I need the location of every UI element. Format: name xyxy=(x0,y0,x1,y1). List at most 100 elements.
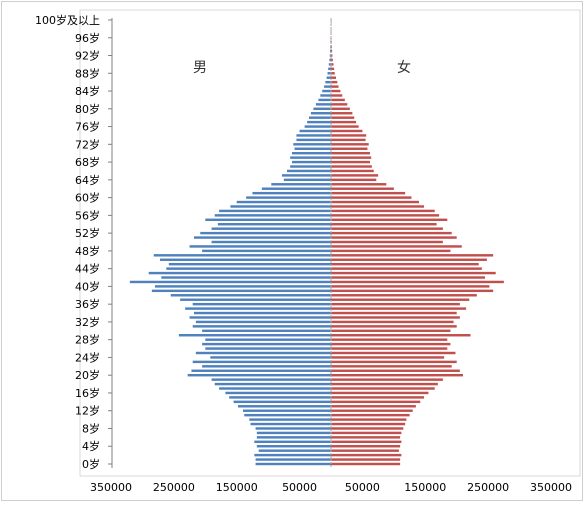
female-bar xyxy=(331,179,376,181)
female-bar xyxy=(331,254,493,256)
male-bar xyxy=(205,338,331,340)
female-bar xyxy=(331,183,386,185)
female-bar xyxy=(331,414,410,416)
y-tick-label: 100岁及以上 xyxy=(35,13,100,27)
female-bar xyxy=(331,205,424,207)
male-bar xyxy=(196,352,331,354)
male-bar xyxy=(193,303,331,305)
y-tick-label: 68岁 xyxy=(75,155,100,169)
female-bar xyxy=(331,236,457,238)
female-bar xyxy=(331,432,401,434)
x-tick-label: 250000 xyxy=(153,481,195,494)
x-tick-label: 350000 xyxy=(90,481,132,494)
male-bar xyxy=(249,418,331,420)
male-bar xyxy=(160,259,331,261)
male-bar xyxy=(293,143,331,145)
y-tick-label: 52岁 xyxy=(75,226,100,240)
male-bar xyxy=(256,427,331,429)
female-bar xyxy=(331,214,439,216)
female-bar xyxy=(331,161,370,163)
male-bar xyxy=(218,223,331,225)
male-bar xyxy=(262,188,331,190)
male-bar xyxy=(215,214,331,216)
female-bar xyxy=(331,361,457,363)
female-bar xyxy=(331,108,350,110)
male-bar xyxy=(171,294,331,296)
female-bar xyxy=(331,170,374,172)
female-bar xyxy=(331,418,406,420)
male-bar xyxy=(313,108,331,110)
male-bar xyxy=(257,445,331,447)
y-tick-label: 20岁 xyxy=(75,368,100,382)
male-bar xyxy=(202,343,331,345)
male-bar xyxy=(202,330,331,332)
female-bar xyxy=(331,276,485,278)
series-label-female: 女 xyxy=(397,59,411,76)
female-bar xyxy=(331,383,438,385)
male-bar xyxy=(188,374,331,376)
female-bar xyxy=(331,272,496,274)
male-bar xyxy=(210,356,331,358)
male-bar xyxy=(328,72,331,74)
female-bar xyxy=(331,449,399,451)
female-bar xyxy=(331,410,413,412)
female-bar xyxy=(331,325,457,327)
y-tick-label: 48岁 xyxy=(75,244,100,258)
male-bar xyxy=(251,423,331,425)
y-tick-label: 8岁 xyxy=(82,421,100,435)
female-bar xyxy=(331,365,452,367)
female-bar xyxy=(331,343,450,345)
female-bar xyxy=(331,121,356,123)
female-bar xyxy=(331,116,354,118)
female-bar xyxy=(331,338,447,340)
y-tick-label: 60岁 xyxy=(75,191,100,205)
male-bar xyxy=(180,299,331,301)
female-bar xyxy=(331,463,400,465)
y-tick-label: 44岁 xyxy=(75,262,100,276)
male-bar xyxy=(257,432,331,434)
female-bar xyxy=(331,99,345,101)
female-bar xyxy=(331,303,460,305)
male-bar xyxy=(212,378,331,380)
female-bar xyxy=(331,134,366,136)
female-bar xyxy=(331,285,489,287)
male-bar xyxy=(238,405,331,407)
male-bar xyxy=(305,125,331,127)
male-bar xyxy=(212,227,331,229)
y-tick-label: 24岁 xyxy=(75,350,100,364)
male-bar xyxy=(179,334,331,336)
female-bar xyxy=(331,223,437,225)
male-bar xyxy=(254,441,331,443)
male-bar xyxy=(244,414,331,416)
male-bar xyxy=(290,156,331,158)
female-bar xyxy=(331,188,394,190)
male-bar xyxy=(205,219,331,221)
female-bar xyxy=(331,307,466,309)
male-bar xyxy=(327,77,331,79)
female-bar xyxy=(331,334,471,336)
female-bar xyxy=(331,148,367,150)
male-bar xyxy=(215,383,331,385)
y-tick-label: 84岁 xyxy=(75,84,100,98)
male-bar xyxy=(225,392,331,394)
male-bar xyxy=(325,81,331,83)
male-bar xyxy=(205,347,331,349)
female-bar xyxy=(331,458,400,460)
male-bar xyxy=(202,365,331,367)
female-bar xyxy=(331,219,447,221)
male-bar xyxy=(296,139,331,141)
male-bar xyxy=(311,112,331,114)
female-bar xyxy=(331,85,339,87)
female-bar xyxy=(331,259,487,261)
male-bar xyxy=(282,174,331,176)
female-bar xyxy=(331,81,337,83)
female-bar xyxy=(331,250,450,252)
female-bar xyxy=(331,321,454,323)
male-bar xyxy=(284,179,331,181)
male-bar xyxy=(237,201,331,203)
female-bar xyxy=(331,174,378,176)
y-tick-label: 96岁 xyxy=(75,31,100,45)
female-bar xyxy=(331,423,405,425)
y-tick-label: 36岁 xyxy=(75,297,100,311)
